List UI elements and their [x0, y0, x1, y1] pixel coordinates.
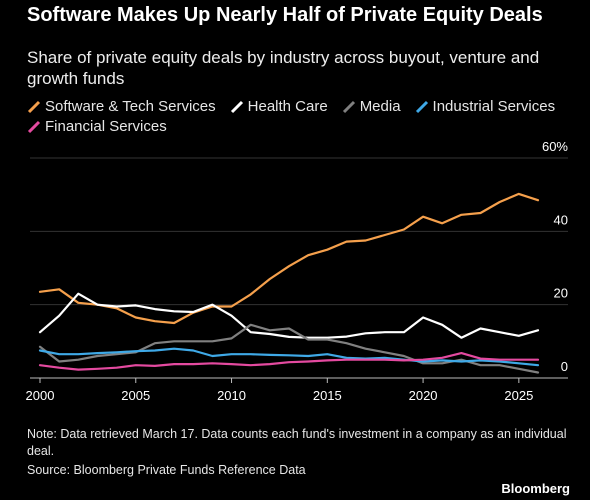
y-tick-label: 0	[561, 359, 568, 374]
x-tick-label: 2025	[504, 388, 533, 403]
slash-line-icon	[415, 100, 428, 114]
legend-row-2: Financial Services	[27, 117, 572, 137]
legend-item-health-care: Health Care	[230, 97, 328, 117]
series-line-2	[38, 323, 540, 374]
x-tick-label: 2005	[121, 388, 150, 403]
legend-swatch-health-care	[230, 100, 243, 114]
x-tick-label: 2015	[313, 388, 342, 403]
slash-line-icon	[27, 120, 41, 134]
legend-item-software: Software & Tech Services	[27, 97, 216, 117]
slash-line-icon	[342, 100, 355, 114]
note-text: Note: Data retrieved March 17. Data coun…	[27, 427, 567, 458]
source-text: Source: Bloomberg Private Funds Referenc…	[27, 463, 306, 477]
chart-title: Software Makes Up Nearly Half of Private…	[27, 4, 543, 26]
y-tick-label: 20	[554, 286, 568, 301]
legend-item-industrial: Industrial Services	[415, 97, 556, 117]
slash-line-icon	[27, 100, 41, 114]
legend-label-financial: Financial Services	[45, 118, 167, 135]
legend-row-1: Software & Tech Services Health Care Med…	[27, 97, 572, 117]
x-tick-label: 2000	[26, 388, 55, 403]
legend-swatch-media	[342, 100, 355, 114]
legend-label-health-care: Health Care	[247, 98, 328, 115]
series-line-4	[38, 352, 540, 371]
legend-label-software: Software & Tech Services	[45, 98, 216, 115]
legend-item-financial: Financial Services	[27, 117, 167, 137]
bloomberg-logo: Bloomberg	[501, 481, 570, 496]
series-line-0	[38, 192, 540, 325]
footnote: Note: Data retrieved March 17. Data coun…	[27, 426, 567, 479]
legend-swatch-industrial	[415, 100, 428, 114]
legend-swatch-software	[27, 100, 41, 114]
legend-item-media: Media	[342, 97, 401, 117]
legend-swatch-financial	[27, 120, 41, 134]
tick-layer: 0 20 40 60% 2000 2005 2010 2015 2020 2025	[26, 140, 569, 403]
y-tick-label: 60%	[542, 140, 568, 154]
slash-line-icon	[230, 100, 243, 114]
series-layer	[38, 192, 540, 374]
series-line-3	[38, 347, 540, 367]
legend-label-media: Media	[359, 98, 401, 115]
x-tick-label: 2010	[217, 388, 246, 403]
y-tick-label: 40	[554, 212, 568, 227]
chart-subtitle: Share of private equity deals by industr…	[27, 48, 540, 88]
series-line-1	[38, 292, 540, 339]
legend: Software & Tech Services Health Care Med…	[27, 97, 572, 137]
legend-label-industrial: Industrial Services	[432, 98, 556, 115]
grid-layer	[30, 157, 568, 306]
line-chart: 0 20 40 60% 2000 2005 2010 2015 2020 2025	[26, 140, 569, 403]
x-tick-label: 2020	[409, 388, 438, 403]
